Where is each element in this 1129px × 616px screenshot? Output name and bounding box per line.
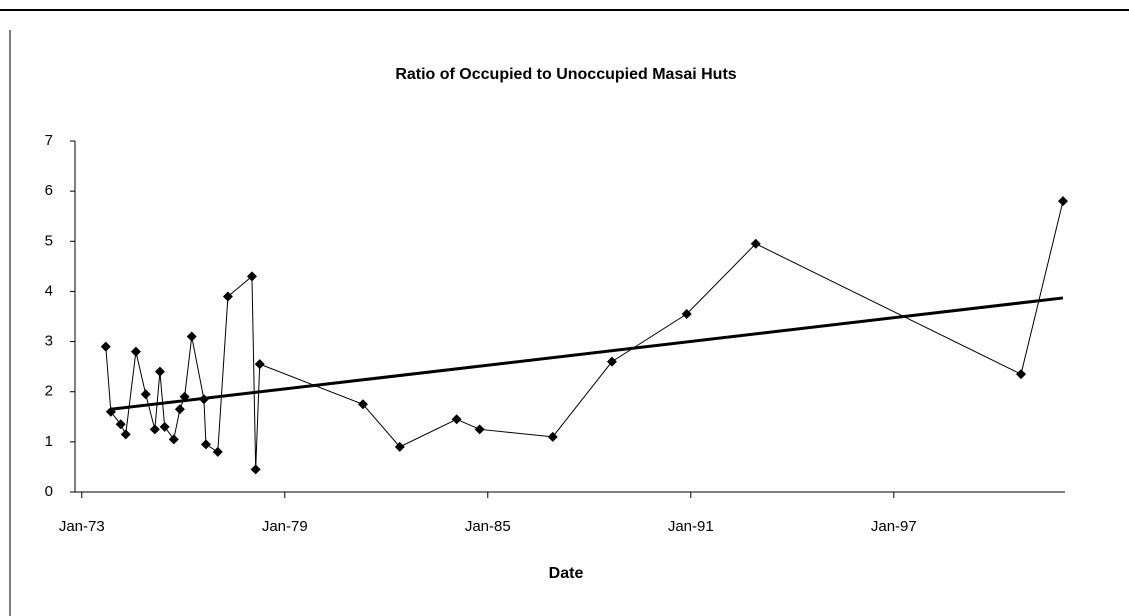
- data-point: [174, 404, 185, 415]
- data-point: [254, 359, 265, 370]
- x-axis-title: Date: [549, 565, 584, 582]
- x-tick-label: Jan-97: [871, 518, 917, 535]
- data-point: [168, 434, 179, 445]
- data-point: [357, 399, 368, 410]
- chart-title: Ratio of Occupied to Unoccupied Masai Hu…: [395, 66, 736, 83]
- data-point: [100, 341, 111, 352]
- x-tick-label: Jan-85: [465, 518, 511, 535]
- y-tick-label: 7: [45, 132, 53, 149]
- data-point: [451, 414, 462, 425]
- data-line: [105, 201, 1064, 470]
- y-tick-label: 1: [45, 433, 53, 450]
- data-point: [1057, 196, 1068, 207]
- data-point: [130, 346, 141, 357]
- trendline: [110, 296, 1064, 411]
- data-point: [186, 331, 197, 342]
- data-point: [222, 291, 233, 302]
- data-point: [154, 366, 165, 377]
- y-tick-label: 6: [45, 182, 53, 199]
- data-point: [198, 394, 209, 405]
- data-point: [1016, 369, 1027, 380]
- data-point: [179, 391, 190, 402]
- data-point: [246, 271, 257, 282]
- data-point: [105, 406, 116, 417]
- data-point: [474, 424, 485, 435]
- y-tick-label: 2: [45, 383, 53, 400]
- data-point: [394, 441, 405, 452]
- data-point: [606, 356, 617, 367]
- data-point: [159, 421, 170, 432]
- data-point: [750, 238, 761, 249]
- y-tick-label: 5: [45, 232, 53, 249]
- x-tick-label: Jan-91: [668, 518, 714, 535]
- data-point: [149, 424, 160, 435]
- data-point: [681, 308, 692, 319]
- y-tick-label: 3: [45, 333, 53, 350]
- x-tick-label: Jan-73: [59, 518, 105, 535]
- x-tick-label: Jan-79: [262, 518, 308, 535]
- data-point: [250, 464, 261, 475]
- data-point: [547, 431, 558, 442]
- data-point: [115, 419, 126, 430]
- y-tick-label: 4: [45, 282, 53, 299]
- data-point: [140, 389, 151, 400]
- data-point: [212, 446, 223, 457]
- y-tick-label: 0: [45, 483, 53, 500]
- data-point: [200, 439, 211, 450]
- data-point: [120, 429, 131, 440]
